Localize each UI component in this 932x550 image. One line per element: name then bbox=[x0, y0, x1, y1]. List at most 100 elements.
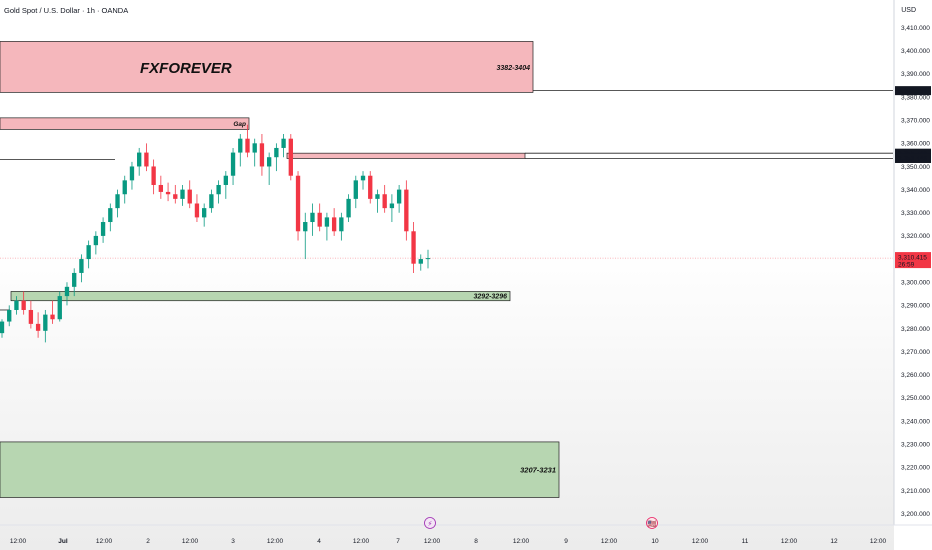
candle bbox=[129, 161, 135, 190]
candle bbox=[281, 134, 286, 158]
candle bbox=[353, 175, 358, 209]
x-tick-label: 12:00 bbox=[692, 538, 709, 545]
candle-body bbox=[50, 314, 55, 320]
y-tick-label: 3,250.000 bbox=[901, 395, 930, 402]
candle-body bbox=[331, 217, 337, 232]
price-level-tag-bg bbox=[895, 148, 931, 158]
candle bbox=[375, 189, 380, 213]
candle-body bbox=[353, 180, 358, 199]
time-axis[interactable]: 12:00 Jul 12:00 2 12:00 3 12:00 4 12:00 7 12:00 8 12… bbox=[0, 524, 932, 545]
candle-body bbox=[259, 143, 265, 167]
y-tick-label: 3,260.000 bbox=[901, 372, 930, 379]
x-tick-label: 12:00 bbox=[601, 538, 618, 545]
x-tick-label: 12:00 bbox=[267, 538, 284, 545]
candle-body bbox=[129, 166, 135, 181]
candle bbox=[165, 182, 171, 202]
price-level-tag[interactable]: 3,382.758 bbox=[895, 86, 931, 96]
y-tick-label: 3,270.000 bbox=[901, 349, 930, 356]
price-level-text: 3,355.740 bbox=[898, 150, 927, 157]
candle bbox=[266, 152, 272, 185]
candle-body bbox=[21, 300, 26, 310]
candle bbox=[331, 208, 337, 236]
us-flag-icon-glyph: 🇺🇸 bbox=[648, 520, 657, 528]
candle bbox=[108, 203, 113, 232]
candle bbox=[425, 249, 431, 269]
candle-body bbox=[281, 138, 286, 148]
x-tick-label: 7 bbox=[396, 538, 400, 545]
y-tick-label: 3,350.000 bbox=[901, 164, 930, 171]
zone-3292-3296 bbox=[10, 291, 511, 302]
candle bbox=[339, 212, 344, 241]
candle-body bbox=[165, 191, 171, 195]
zone-label: 3382-3404 bbox=[497, 65, 531, 72]
candle-body bbox=[230, 152, 236, 176]
candle-body bbox=[404, 189, 409, 232]
candle bbox=[115, 189, 120, 218]
candle bbox=[411, 222, 416, 273]
y-tick-label: 3,200.000 bbox=[901, 511, 930, 518]
x-tick-label: 2 bbox=[146, 538, 150, 545]
candle-body bbox=[288, 138, 293, 176]
candle bbox=[238, 134, 243, 167]
y-tick-label: 3,220.000 bbox=[901, 465, 930, 472]
candle bbox=[389, 194, 395, 223]
candle bbox=[100, 217, 106, 243]
y-tick-label: 3,320.000 bbox=[901, 233, 930, 240]
zone-label: 3292-3296 bbox=[474, 294, 508, 301]
candle bbox=[14, 296, 19, 315]
currency-label[interactable]: USD bbox=[901, 7, 916, 14]
candle bbox=[43, 309, 48, 343]
price-level-tag[interactable]: 3,355.740 bbox=[895, 148, 931, 158]
candle bbox=[86, 240, 91, 269]
candle bbox=[368, 171, 373, 204]
candle bbox=[396, 184, 402, 213]
x-tick-label: 12:00 bbox=[513, 538, 530, 545]
candle-body bbox=[35, 323, 41, 331]
candle bbox=[35, 312, 41, 338]
candle bbox=[64, 282, 70, 306]
candle bbox=[252, 138, 257, 167]
candle-body bbox=[108, 208, 113, 223]
x-tick-label: 12:00 bbox=[424, 538, 441, 545]
event-markers[interactable]: ⚡ 🇺🇸 bbox=[424, 517, 658, 529]
price-level-tag[interactable]: 3,353.446 bbox=[895, 153, 931, 163]
candle-body bbox=[0, 321, 5, 334]
price-axis[interactable]: 3,200.000 3,210.000 3,220.000 3,230.000 3,24… bbox=[893, 0, 932, 550]
countdown-text: 26:59 bbox=[898, 262, 915, 269]
x-tick-label: 12:00 bbox=[870, 538, 887, 545]
candle bbox=[144, 143, 149, 172]
candle-body bbox=[425, 258, 431, 260]
candle-body bbox=[375, 194, 380, 199]
y-tick-label: 3,330.000 bbox=[901, 210, 930, 217]
candle-body bbox=[411, 231, 416, 264]
candle bbox=[137, 147, 142, 176]
candle-body bbox=[382, 194, 387, 209]
y-tick-label: 3,210.000 bbox=[901, 488, 930, 495]
candle bbox=[259, 134, 265, 176]
candle-body bbox=[274, 147, 279, 158]
candle bbox=[404, 180, 409, 241]
zone-gap bbox=[0, 117, 250, 130]
candle bbox=[324, 212, 330, 241]
candle bbox=[158, 175, 164, 199]
candle bbox=[57, 291, 62, 322]
x-tick-label: 9 bbox=[564, 538, 568, 545]
candle bbox=[360, 171, 366, 190]
us-flag-icon[interactable]: 🇺🇸 bbox=[646, 517, 658, 529]
candle-body bbox=[339, 217, 344, 232]
y-tick-label: 3,390.000 bbox=[901, 71, 930, 78]
x-tick-label: 10 bbox=[651, 538, 659, 545]
candle-body bbox=[57, 296, 62, 320]
candle bbox=[295, 171, 301, 241]
lightning-icon[interactable]: ⚡ bbox=[424, 517, 436, 529]
candle-body bbox=[360, 175, 366, 181]
candle bbox=[7, 305, 12, 327]
candle-body bbox=[238, 138, 243, 153]
candle bbox=[122, 175, 127, 204]
y-tick-label: 3,290.000 bbox=[901, 303, 930, 310]
candle bbox=[50, 300, 55, 324]
zone-label: Gap bbox=[233, 121, 246, 128]
